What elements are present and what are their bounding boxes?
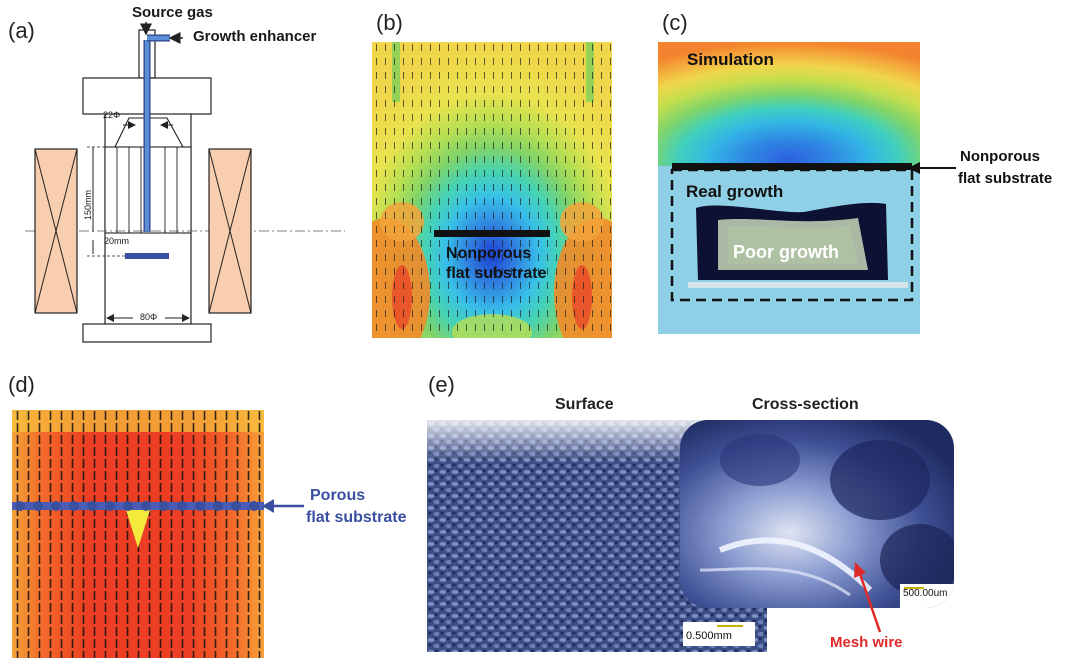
- substrate-label-b-line1: Nonporous: [446, 245, 532, 262]
- substrate-label-b-line2: flat substrate: [446, 265, 547, 282]
- coil-right: [208, 148, 252, 314]
- callout-label-c-line1: Nonporous: [960, 148, 1040, 165]
- mesh-wire-arrow: [854, 562, 882, 633]
- callout-label-c-line2: flat substrate: [958, 170, 1053, 187]
- reactor-schematic: [25, 22, 345, 343]
- callout-label-d-line2: flat substrate: [306, 509, 407, 526]
- surface-label: Surface: [555, 396, 614, 413]
- panel-label-e: (e): [428, 372, 455, 397]
- simulation-vs-real-c: [658, 42, 920, 334]
- cross-section-micrograph: [680, 420, 954, 608]
- flow-simulation-d: [12, 410, 264, 658]
- coil-left: [34, 148, 78, 314]
- flow-simulation-b: [372, 42, 612, 338]
- dashed-box: [670, 168, 914, 302]
- scale-surface: 0.500mm: [686, 630, 732, 642]
- callout-arrow-c: [908, 162, 956, 174]
- panel-label-d: (d): [8, 372, 35, 397]
- dim-22-label: 22Φ: [103, 110, 121, 120]
- simulation-label: Simulation: [687, 50, 774, 69]
- mesh-wire-label: Mesh wire: [830, 634, 903, 651]
- dim-20-label: 20mm: [104, 236, 130, 246]
- cross-section-label: Cross-section: [752, 396, 859, 413]
- callout-label-d-line1: Porous: [310, 487, 366, 504]
- poor-growth-label: Poor growth: [733, 242, 839, 262]
- substrate-a: [125, 253, 169, 259]
- callout-label-c: Nonporous flat substrate: [958, 146, 1052, 190]
- simulation-field: [658, 42, 920, 166]
- panel-label-b: (b): [376, 10, 403, 35]
- panel-label-c: (c): [662, 10, 688, 35]
- scale-cross: 500.00um: [903, 588, 948, 599]
- growth-enhancer-label: Growth enhancer: [193, 28, 317, 45]
- callout-label-d: Porous flat substrate: [306, 485, 406, 529]
- substrate-b: [434, 230, 550, 237]
- source-gas-label: Source gas: [132, 4, 213, 21]
- callout-arrow-d: [262, 499, 304, 513]
- bottom-flange: [82, 323, 212, 343]
- dim-150-label: 150mm: [83, 189, 93, 220]
- substrate-label-b: Nonporous flat substrate: [446, 244, 546, 284]
- dim-80-label: 80Φ: [140, 312, 158, 322]
- real-growth-label: Real growth: [686, 182, 784, 201]
- yellow-wedge: [126, 510, 150, 548]
- panel-label-a: (a): [8, 18, 35, 43]
